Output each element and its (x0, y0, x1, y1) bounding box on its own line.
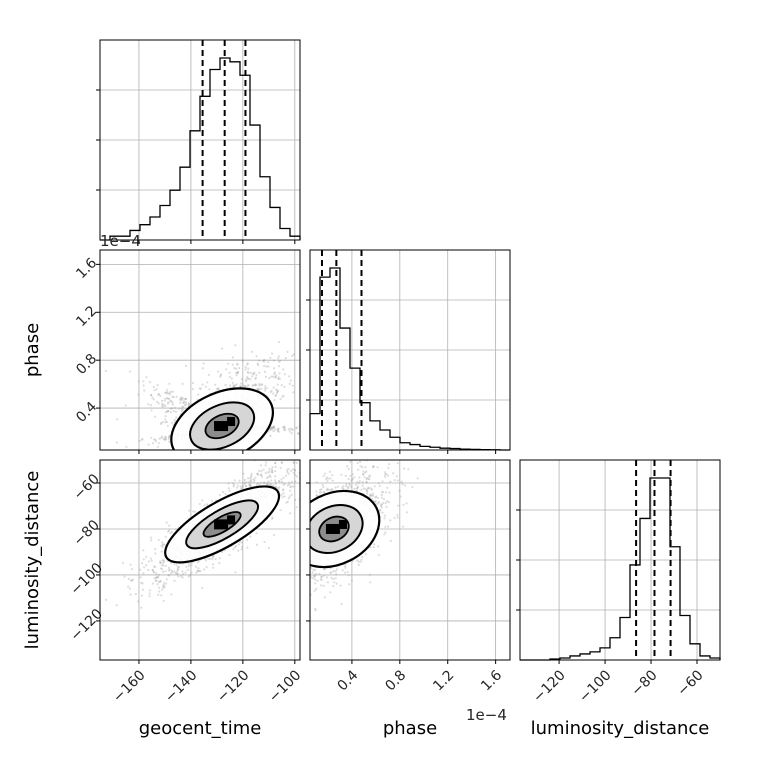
hist-phase-frame (309, 249, 511, 451)
density-layer (104, 460, 300, 609)
density-layer (104, 340, 300, 450)
hist-panel-luminosity_distance: −120 −100 −80 −60 (516, 459, 721, 706)
phase-offset-label-y: 1e−4 (100, 232, 141, 250)
x-tick-label: 1.6 (478, 667, 505, 694)
hist-geocent_time-frame (99, 39, 301, 241)
y-tick-label: 0.4 (73, 399, 100, 426)
x-tick-label: −120 (530, 667, 569, 706)
hist-step-luminosity_distance (520, 477, 721, 661)
hist-step-geocent_time (100, 57, 301, 241)
x-tick-label: −140 (162, 667, 201, 706)
hist-step-phase (309, 267, 510, 451)
hist-panel-geocent_time (96, 39, 301, 244)
panels: −120 −100 −80 −600.40.81.21.6−160 −140 −120 −1… (68, 39, 721, 706)
density-peak (325, 523, 340, 534)
x-tick-label: −100 (266, 667, 305, 706)
labels: geocent_time phase luminosity_distancephas… (22, 232, 709, 739)
x-axis-label-phase: phase (383, 718, 437, 739)
hist-luminosity_distance-frame (519, 459, 721, 661)
x-tick-label: 1.2 (430, 667, 457, 694)
x-axis-label-luminosity_distance: luminosity_distance (531, 718, 710, 739)
x-tick-label: −120 (214, 667, 253, 706)
y-tick-label: −80 (71, 517, 103, 549)
density-peak (214, 421, 229, 432)
density-peak (227, 417, 236, 427)
y-axis-label-luminosity_distance: luminosity_distance (22, 471, 43, 650)
y-tick-label: 0.8 (73, 351, 100, 378)
y-tick-label: 1.6 (73, 255, 100, 282)
density-layer (310, 460, 419, 612)
density-peak (214, 519, 229, 530)
x-tick-label: −100 (576, 667, 615, 706)
x-tick-label: −160 (110, 667, 149, 706)
density-peak (338, 519, 347, 529)
pair-panel-phase-luminosity_distance: 0.4 0.8 1.2 1.6 (306, 459, 511, 694)
hist-panel-phase (306, 249, 511, 454)
pair-panel-geocent_time-phase: 0.4 0.8 1.2 1.6 (73, 249, 301, 454)
x-tick-label: 0.8 (382, 667, 409, 694)
pair-geocent_time-phase-frame (99, 249, 301, 451)
x-axis-label-geocent_time: geocent_time (139, 718, 262, 739)
y-tick-label: −60 (71, 471, 103, 503)
x-tick-label: −60 (674, 667, 706, 699)
pair-geocent_time-luminosity_distance-frame (99, 459, 301, 661)
y-axis-label-phase: phase (22, 323, 43, 377)
density-peak (227, 515, 236, 525)
y-tick-label: 1.2 (73, 303, 100, 330)
pair-phase-luminosity_distance-frame (309, 459, 511, 661)
x-tick-label: −80 (628, 667, 660, 699)
x-tick-label: 0.4 (334, 667, 361, 694)
phase-offset-label-x: 1e−4 (466, 706, 507, 724)
